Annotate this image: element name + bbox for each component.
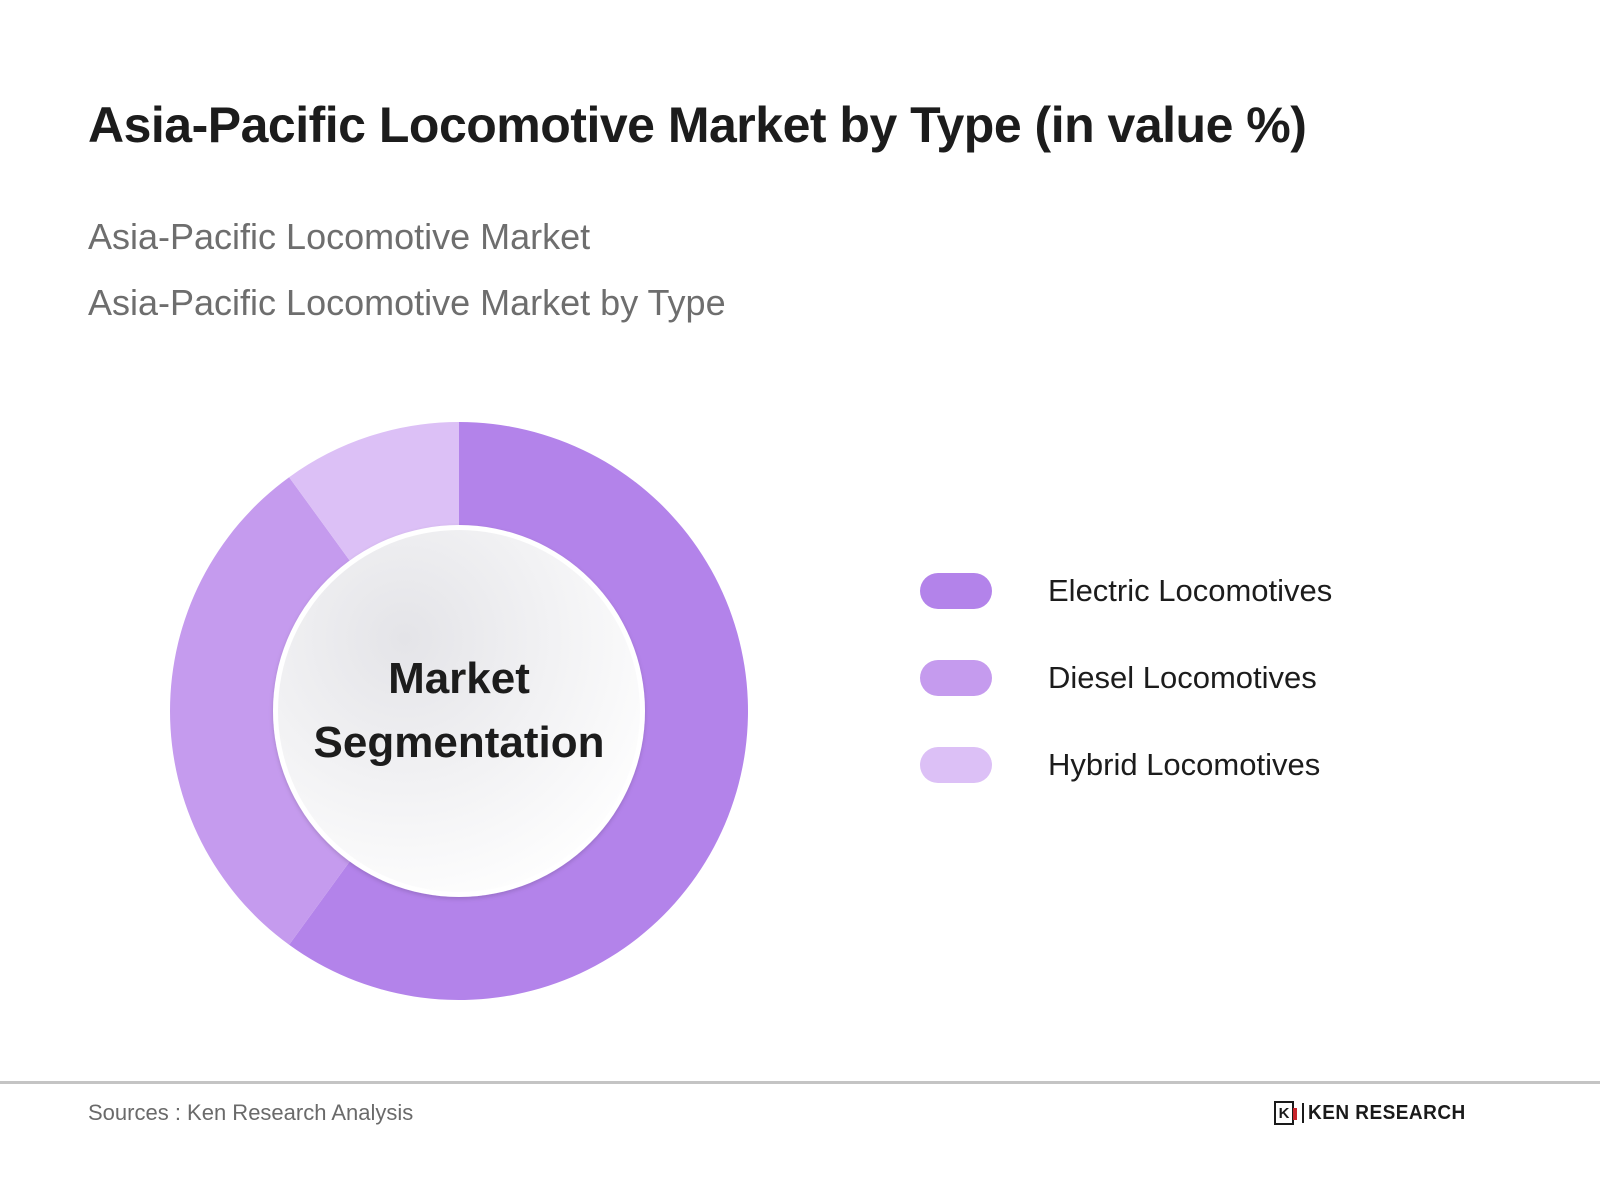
footer-divider bbox=[0, 1081, 1600, 1084]
center-disc bbox=[278, 530, 640, 892]
legend-label-diesel: Diesel Locomotives bbox=[1048, 660, 1317, 695]
legend-label-electric: Electric Locomotives bbox=[1048, 573, 1333, 608]
donut-chart: Market Segmentation bbox=[170, 422, 748, 1000]
donut-svg bbox=[170, 422, 748, 1000]
donut-segment-diesel bbox=[170, 477, 354, 945]
legend-swatch-hybrid bbox=[920, 747, 992, 783]
center-label: Market Segmentation bbox=[170, 422, 748, 1000]
ken-research-logo-icon: K bbox=[1274, 1101, 1297, 1125]
ken-research-logo: K KEN RESEARCH bbox=[1274, 1101, 1474, 1125]
logo-text: KEN RESEARCH bbox=[1308, 1101, 1466, 1124]
legend-item-electric: Electric Locomotives bbox=[920, 572, 1332, 610]
legend-item-diesel: Diesel Locomotives bbox=[920, 659, 1332, 697]
legend-swatch-diesel bbox=[920, 660, 992, 696]
donut-segment-electric bbox=[289, 422, 748, 1000]
donut-segment-hybrid bbox=[289, 422, 459, 566]
center-label-line-2: Segmentation bbox=[313, 718, 605, 767]
legend: Electric Locomotives Diesel Locomotives … bbox=[920, 572, 1332, 833]
donut-segments bbox=[170, 422, 748, 1000]
source-note: Sources : Ken Research Analysis bbox=[88, 1100, 414, 1125]
legend-swatch-electric bbox=[920, 573, 992, 609]
logo-separator bbox=[1302, 1103, 1304, 1123]
subtitle-market-by-type: Asia-Pacific Locomotive Market by Type bbox=[88, 282, 726, 323]
center-label-line-1: Market bbox=[388, 654, 530, 703]
chart-title: Asia-Pacific Locomotive Market by Type (… bbox=[88, 97, 1307, 153]
legend-item-hybrid: Hybrid Locomotives bbox=[920, 746, 1332, 784]
subtitle-market: Asia-Pacific Locomotive Market bbox=[88, 216, 591, 257]
legend-label-hybrid: Hybrid Locomotives bbox=[1048, 747, 1321, 782]
